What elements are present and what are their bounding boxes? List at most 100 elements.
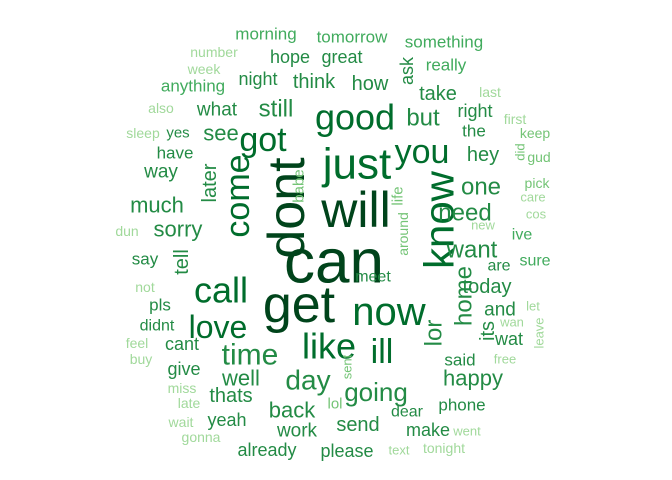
word-didnt: didnt: [140, 318, 175, 335]
word-something: something: [405, 33, 483, 52]
word-gonna: gonna: [182, 429, 221, 445]
word-please: please: [320, 441, 373, 461]
word-way: way: [143, 162, 178, 183]
word-the: the: [462, 122, 486, 141]
word-today: today: [463, 276, 512, 298]
word-lor: lor: [421, 320, 448, 347]
word-make: make: [406, 420, 450, 440]
word-good: good: [315, 97, 395, 138]
word-yeah: yeah: [207, 410, 246, 430]
word-wat: wat: [494, 329, 523, 349]
word-happy: happy: [443, 366, 503, 391]
word-morning: morning: [235, 25, 296, 44]
word-ask: ask: [397, 56, 417, 85]
word-come: come: [219, 154, 257, 237]
word-hey: hey: [467, 144, 499, 166]
word-really: really: [426, 56, 467, 75]
word-love: love: [189, 309, 248, 345]
word-keep: keep: [520, 125, 551, 141]
word-text: text: [389, 443, 410, 458]
word-sent: sent: [340, 354, 355, 379]
word-cant: cant: [165, 334, 199, 354]
word-leave: leave: [532, 317, 547, 348]
word-know: know: [416, 170, 463, 269]
word-also: also: [148, 100, 174, 116]
word-like: like: [302, 326, 356, 367]
word-time: time: [222, 339, 279, 372]
word-let: let: [526, 299, 540, 314]
word-going: going: [344, 377, 408, 407]
word-and: and: [484, 300, 516, 321]
word-dont: dont: [258, 157, 316, 259]
word-lol: lol: [327, 396, 342, 413]
word-think: think: [293, 71, 336, 93]
word-just: just: [321, 140, 391, 189]
word-sleep: sleep: [126, 125, 160, 141]
word-dear: dear: [391, 404, 424, 421]
word-see: see: [203, 121, 238, 146]
word-right: right: [457, 101, 492, 121]
word-late: late: [178, 395, 201, 411]
word-can: can: [284, 228, 384, 297]
word-how: how: [352, 73, 389, 95]
word-said: said: [444, 351, 475, 370]
word-will: will: [320, 182, 390, 238]
word-call: call: [194, 270, 248, 311]
word-one: one: [461, 174, 501, 201]
word-tonight: tonight: [423, 440, 465, 456]
word-wait: wait: [168, 414, 194, 430]
word-need: need: [438, 200, 491, 227]
word-are: are: [487, 258, 510, 275]
word-send: send: [336, 414, 379, 436]
word-cos: cos: [526, 207, 547, 222]
word-night: night: [238, 69, 277, 89]
word-give: give: [167, 359, 200, 379]
word-pick: pick: [525, 175, 551, 191]
word-sorry: sorry: [154, 217, 203, 242]
word-buy: buy: [130, 351, 153, 367]
word-have: have: [157, 144, 194, 163]
word-dun: dun: [115, 223, 138, 239]
word-new: new: [471, 218, 495, 233]
word-much: much: [130, 193, 184, 218]
word-anything: anything: [161, 77, 225, 96]
word-free: free: [494, 352, 516, 367]
word-tomorrow: tomorrow: [317, 28, 389, 47]
word-want: want: [446, 237, 498, 264]
word-not: not: [135, 279, 155, 295]
word-number: number: [190, 44, 238, 60]
word-home: home: [451, 266, 478, 326]
word-miss: miss: [168, 380, 197, 396]
word-get: get: [263, 276, 336, 334]
word-say: say: [132, 250, 159, 269]
word-care: care: [520, 190, 545, 205]
word-got: got: [239, 121, 287, 159]
word-last: last: [479, 84, 501, 100]
word-take: take: [419, 83, 457, 105]
word-meet: meet: [355, 269, 391, 286]
word-went: went: [452, 424, 481, 439]
word-hope: hope: [270, 47, 310, 67]
word-you: you: [395, 133, 450, 171]
word-great: great: [321, 47, 362, 67]
word-day: day: [285, 365, 330, 396]
word-already: already: [237, 440, 296, 460]
word-thats: thats: [209, 385, 252, 407]
word-but: but: [406, 105, 440, 132]
word-did: did: [513, 143, 528, 160]
word-back: back: [269, 398, 316, 423]
word-gud: gud: [527, 149, 550, 165]
word-feel: feel: [126, 335, 149, 351]
word-ill: ill: [371, 333, 394, 371]
word-tell: tell: [171, 249, 193, 275]
word-week: week: [187, 61, 222, 77]
word-still: still: [259, 96, 294, 123]
word-what: what: [196, 100, 238, 121]
word-phone: phone: [438, 396, 485, 415]
word-first: first: [504, 111, 527, 127]
word-later: later: [199, 163, 221, 202]
word-work: work: [276, 421, 318, 442]
word-its: its: [477, 321, 499, 341]
word-yes: yes: [166, 125, 189, 142]
